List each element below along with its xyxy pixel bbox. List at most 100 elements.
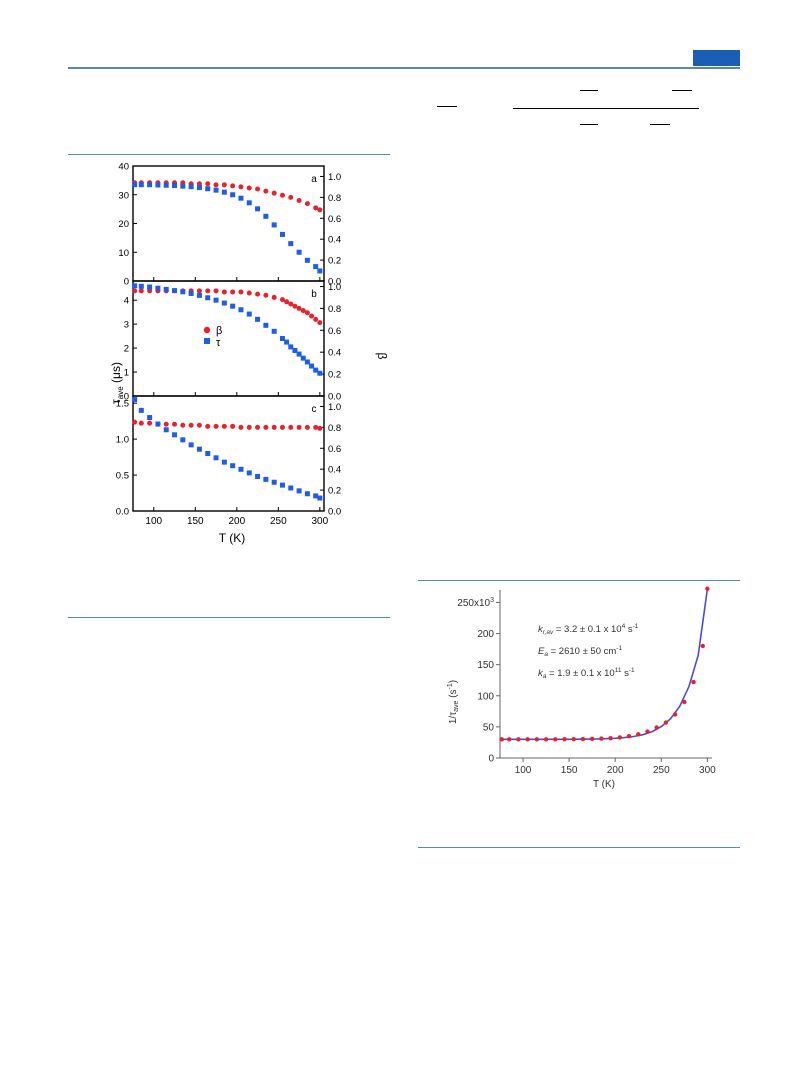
panel-a-tau-point — [163, 182, 169, 188]
panel-a-tau-point — [196, 185, 202, 191]
panel-b-beta-point — [138, 288, 144, 294]
figure-right-top-rule — [418, 580, 740, 581]
panel-c-tau-point — [271, 479, 277, 485]
rate-point — [507, 737, 512, 742]
panel-b-beta-point — [255, 291, 261, 297]
panel-c-beta-point — [304, 424, 310, 430]
equation-denominator-bar-1 — [580, 124, 598, 125]
panel-c-frame — [132, 395, 325, 512]
legend-tau-marker — [204, 338, 210, 344]
panel-b-tau-point — [188, 290, 194, 296]
figure-right-bottom-rule — [418, 847, 740, 848]
panel-c-tau-point — [155, 421, 161, 427]
panel-c-tau-point — [138, 407, 144, 413]
panel-c-tau-point — [132, 397, 138, 403]
panel-b-beta-point — [263, 292, 269, 298]
panel-c-beta-point — [230, 423, 236, 429]
rate-point — [636, 732, 641, 737]
rate-point — [663, 720, 669, 725]
rate-point — [499, 737, 505, 742]
panel-c-y2tick-label: 1.0 — [328, 402, 341, 413]
panel-a-tau-point — [138, 182, 144, 188]
panel-a-tau-point — [147, 182, 153, 188]
panel-c-y2tick-label: 0.0 — [328, 507, 341, 518]
panel-c-tau-point — [188, 442, 194, 448]
rate-point — [589, 736, 595, 742]
figure-right: 0 50 100 150 200 250x103 100 150 200 250 300 1/τav… — [447, 586, 716, 790]
panel-c-letter: c — [312, 404, 317, 415]
rate-point — [534, 737, 540, 742]
panel-c-tau-point — [279, 482, 285, 488]
panel-b-beta-point — [309, 313, 315, 319]
panel-c-beta-point — [180, 422, 186, 428]
xtick-label: 250 — [270, 516, 287, 527]
panel-a-y2tick-label: 1.0 — [328, 172, 341, 183]
panel-b-beta-point — [205, 288, 211, 294]
header-rule — [68, 67, 740, 69]
panel-a-y2tick-label: 0.0 — [328, 277, 341, 288]
panel-b-tau-point — [284, 339, 290, 345]
annotation-ea: Ea = 2610 ± 50 cm-1 — [538, 645, 622, 658]
equation-denominator-bar-2 — [650, 124, 670, 125]
equation-fraction-bar — [437, 106, 457, 107]
rate-point — [516, 737, 521, 742]
panel-b-y2tick-label: 0.4 — [328, 348, 341, 359]
panel-c-beta-point — [205, 423, 211, 429]
panel-a-tau-point — [205, 186, 211, 192]
panel-b-tau-point — [271, 328, 277, 334]
panel-b-tau-point — [163, 286, 169, 292]
panel-c-beta-point — [255, 424, 261, 430]
xtick-label: 150 — [187, 516, 204, 527]
panel-b-beta-point — [300, 308, 306, 314]
panel-a-frame — [132, 165, 325, 282]
panel-c-beta-point — [138, 420, 144, 426]
panel-b-tau-point — [221, 300, 227, 306]
rate-point — [617, 735, 623, 740]
panel-b-beta-point — [296, 305, 302, 311]
panel-b-beta-point — [238, 289, 244, 295]
panel-b-tau-point — [155, 285, 161, 291]
panel-a-ytick-label: 10 — [118, 248, 129, 259]
ytick-label: 0 — [488, 754, 494, 765]
panel-a-beta-point — [313, 205, 319, 211]
panel-c-beta-point — [221, 423, 227, 429]
fit-annotations: kr,av = 3.2 ± 0.1 x 104 s-1 Ea = 2610 ± … — [538, 623, 639, 680]
rate-point — [608, 736, 613, 741]
panel-c-tau-point — [163, 427, 169, 433]
panel-a-letter: a — [311, 174, 317, 185]
panel-b-y2tick-label: 1.0 — [328, 282, 341, 293]
rate-point — [562, 737, 567, 742]
panel-a-beta-point — [213, 182, 219, 188]
legend-beta-label: β — [216, 325, 222, 337]
panel-c-tau-point — [230, 463, 236, 469]
panel-a-beta-point — [304, 201, 310, 207]
panel-c-tau-point — [213, 455, 219, 461]
equation-main-bar — [513, 108, 699, 109]
panel-c-tau-point — [304, 491, 310, 497]
y-axis-label: 1/τave (s-1) — [447, 680, 460, 724]
panel-a-beta-point — [279, 192, 285, 198]
panel-c-beta-point — [279, 424, 285, 430]
xtick-label: 100 — [145, 516, 162, 527]
panel-c-beta-point — [313, 424, 319, 430]
panel-a-beta-point — [255, 186, 261, 192]
panel-c-beta-point — [263, 424, 269, 430]
panel-a-tau-point — [255, 206, 261, 212]
panel-a-beta-point — [238, 184, 244, 190]
panel-b-beta-point — [196, 288, 202, 294]
panel-b-tau-point — [238, 307, 244, 313]
panel-b-y2tick-label: 0.0 — [328, 392, 341, 403]
panel-b-tau-point — [213, 297, 219, 303]
panel-b-beta-point — [132, 288, 138, 294]
panel-c-tau-point — [221, 459, 227, 465]
ytick-label: 150 — [477, 660, 494, 671]
xtick-label: 100 — [515, 765, 532, 776]
panel-a-beta-point — [263, 188, 269, 194]
panel-c-tau-point — [180, 437, 186, 443]
panel-b-tau-point — [313, 367, 319, 373]
panel-a-beta-point — [205, 181, 211, 187]
panel-b-tau-point — [255, 316, 261, 322]
panel-b-ytick-label: 0 — [124, 392, 129, 403]
rate-point — [525, 737, 530, 742]
rate-point — [580, 736, 586, 742]
